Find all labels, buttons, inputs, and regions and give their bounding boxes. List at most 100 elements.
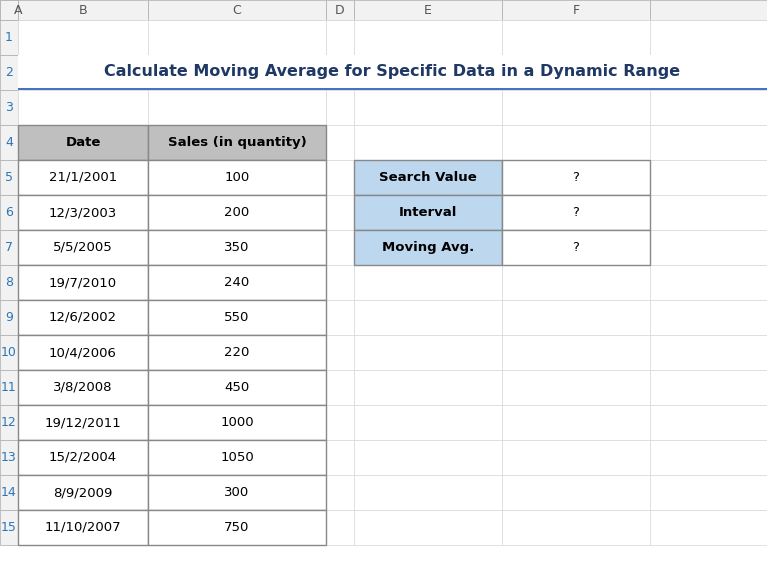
Text: 100: 100 — [225, 171, 249, 184]
Text: ?: ? — [572, 171, 579, 184]
Bar — [18, 370, 148, 405]
Text: 12/3/2003: 12/3/2003 — [49, 206, 117, 219]
Bar — [148, 475, 326, 510]
Text: 350: 350 — [224, 241, 250, 254]
Bar — [148, 55, 326, 90]
Bar — [354, 160, 502, 195]
Bar — [18, 405, 148, 440]
Bar — [0, 405, 18, 440]
Bar — [650, 405, 767, 440]
Bar — [354, 300, 502, 335]
Bar — [148, 160, 326, 195]
Bar — [148, 160, 326, 195]
Bar — [148, 300, 326, 335]
Bar — [502, 265, 650, 300]
Text: 550: 550 — [224, 311, 250, 324]
Text: Sales (in quantity): Sales (in quantity) — [168, 136, 306, 149]
Bar — [148, 405, 326, 440]
Bar — [0, 475, 18, 510]
Bar — [148, 230, 326, 265]
Bar — [502, 20, 650, 55]
Bar — [650, 195, 767, 230]
Bar — [0, 510, 18, 545]
Text: B: B — [79, 4, 87, 16]
Bar — [650, 90, 767, 125]
Bar — [148, 20, 326, 55]
Bar — [18, 440, 148, 475]
Text: Date: Date — [65, 136, 100, 149]
Bar — [0, 0, 18, 20]
Bar — [18, 55, 767, 90]
Text: F: F — [572, 4, 580, 16]
Text: ?: ? — [572, 241, 579, 254]
Bar — [0, 0, 18, 20]
Bar — [326, 405, 354, 440]
Text: 11/10/2007: 11/10/2007 — [44, 521, 121, 534]
Text: 240: 240 — [225, 276, 249, 289]
Bar — [18, 160, 148, 195]
Bar — [18, 55, 148, 90]
Bar — [148, 440, 326, 475]
Bar — [18, 0, 148, 20]
Text: Interval: Interval — [399, 206, 457, 219]
Bar — [326, 230, 354, 265]
Text: 5/5/2005: 5/5/2005 — [53, 241, 113, 254]
Bar — [326, 160, 354, 195]
Bar — [354, 0, 502, 20]
Bar — [502, 195, 650, 230]
Bar — [18, 300, 148, 335]
Text: 5: 5 — [5, 171, 13, 184]
Bar — [148, 125, 326, 160]
Bar — [326, 335, 354, 370]
Bar — [18, 440, 148, 475]
Bar — [18, 230, 148, 265]
Bar — [0, 195, 18, 230]
Bar — [148, 370, 326, 405]
Bar — [0, 335, 18, 370]
Bar — [148, 510, 326, 545]
Bar — [502, 90, 650, 125]
Text: 15/2/2004: 15/2/2004 — [49, 451, 117, 464]
Bar — [326, 20, 354, 55]
Bar — [502, 475, 650, 510]
Bar — [502, 230, 650, 265]
Text: E: E — [424, 4, 432, 16]
Text: 3/8/2008: 3/8/2008 — [53, 381, 113, 394]
Bar — [148, 300, 326, 335]
Bar — [354, 405, 502, 440]
Bar — [354, 125, 502, 160]
Bar — [502, 510, 650, 545]
Text: Moving Avg.: Moving Avg. — [382, 241, 474, 254]
Text: 7: 7 — [5, 241, 13, 254]
Bar — [502, 300, 650, 335]
Bar — [650, 265, 767, 300]
Bar — [18, 195, 148, 230]
Bar — [650, 335, 767, 370]
Bar — [502, 195, 650, 230]
Bar — [148, 405, 326, 440]
Text: 8/9/2009: 8/9/2009 — [54, 486, 113, 499]
Bar — [326, 90, 354, 125]
Bar — [18, 125, 148, 160]
Bar — [0, 20, 18, 55]
Text: 1: 1 — [5, 31, 13, 44]
Bar — [18, 265, 148, 300]
Bar — [326, 55, 354, 90]
Bar — [502, 160, 650, 195]
Text: 15: 15 — [1, 521, 17, 534]
Bar — [18, 405, 148, 440]
Text: 1000: 1000 — [220, 416, 254, 429]
Bar — [18, 475, 148, 510]
Bar — [0, 300, 18, 335]
Text: 4: 4 — [5, 136, 13, 149]
Bar — [354, 195, 502, 230]
Bar — [148, 265, 326, 300]
Bar — [650, 300, 767, 335]
Bar — [18, 335, 148, 370]
Bar — [354, 230, 502, 265]
Text: Calculate Moving Average for Specific Data in a Dynamic Range: Calculate Moving Average for Specific Da… — [104, 64, 680, 79]
Bar — [354, 195, 502, 230]
Bar — [148, 125, 326, 160]
Bar — [502, 55, 650, 90]
Text: A: A — [14, 4, 22, 16]
